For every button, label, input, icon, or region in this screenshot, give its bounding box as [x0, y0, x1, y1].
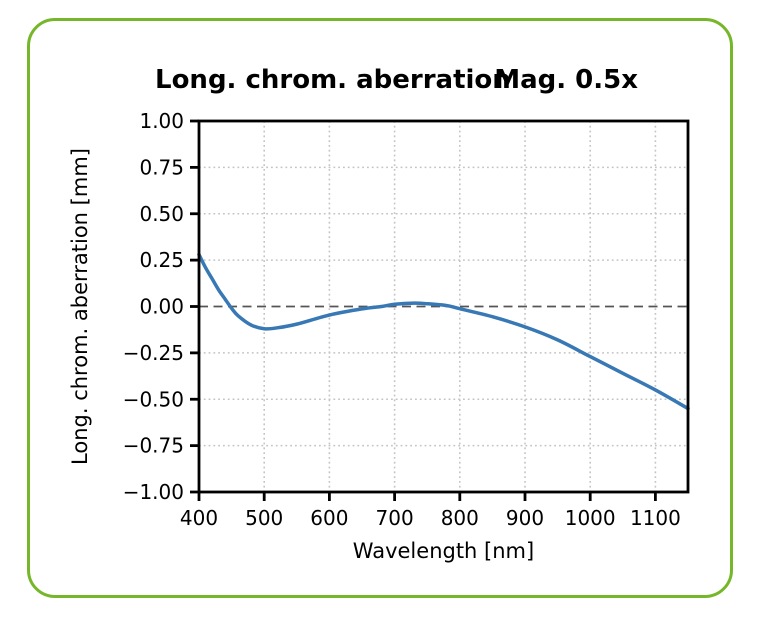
y-tick-label-0.25: 0.25: [139, 248, 184, 272]
y-tick-label-1: 1.00: [139, 109, 184, 133]
x-tick-label-400: 400: [180, 506, 218, 530]
x-tick-label-500: 500: [245, 506, 283, 530]
chart-title: Long. chrom. aberration: [155, 65, 511, 95]
y-tick-label--0.5: −0.50: [123, 387, 184, 411]
y-tick-label-0.5: 0.50: [139, 202, 184, 226]
magnification-label: Mag. 0.5x: [494, 65, 638, 95]
y-axis-label: Long. chrom. aberration [mm]: [68, 148, 92, 465]
x-tick-label-900: 900: [506, 506, 544, 530]
y-tick-label--1: −1.00: [123, 480, 184, 504]
y-tick-label-0.75: 0.75: [139, 155, 184, 179]
x-tick-label-600: 600: [310, 506, 348, 530]
x-tick-label-1100: 1100: [630, 506, 681, 530]
x-tick-label-1000: 1000: [565, 506, 616, 530]
x-tick-label-700: 700: [376, 506, 414, 530]
y-tick-label--0.75: −0.75: [123, 434, 184, 458]
aberration-curve: [197, 252, 690, 411]
x-axis-label: Wavelength [nm]: [353, 539, 534, 563]
y-tick-label--0.25: −0.25: [123, 341, 184, 365]
x-tick-label-800: 800: [441, 506, 479, 530]
aberration-plot: 400 500 600 700 800 900 1000 1100 1.00 0.75 0.50 0.…: [68, 109, 690, 563]
y-tick-label-0: 0.00: [139, 295, 184, 319]
